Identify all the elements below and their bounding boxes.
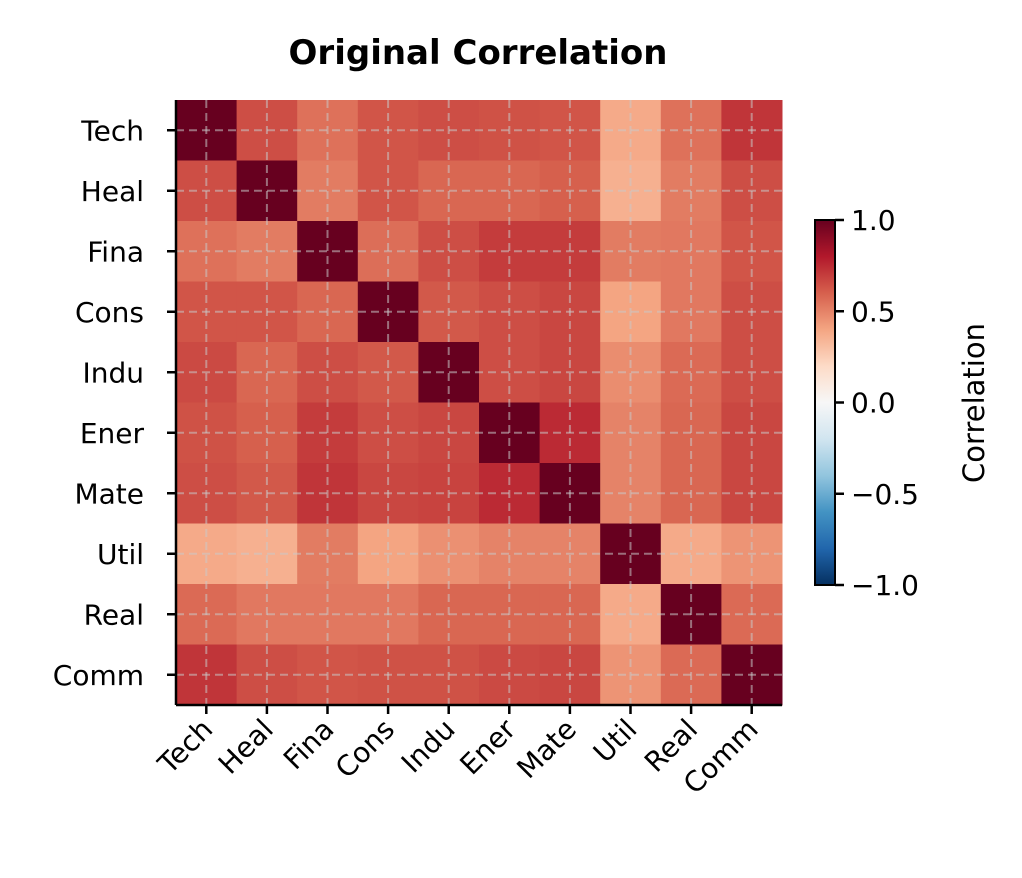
y-tick-label: Indu — [82, 356, 144, 389]
x-tick-label: Util — [587, 713, 644, 770]
x-tick-label: Fina — [277, 713, 340, 776]
colorbar: 1.0 0.5 0.0 −0.5 −1.0 — [814, 204, 919, 602]
colorbar-tick-label: 1.0 — [851, 204, 896, 237]
x-tick-label: Heal — [212, 713, 280, 781]
colorbar-tick-label: −1.0 — [851, 569, 919, 602]
grid-lines — [176, 100, 782, 705]
y-tick-label: Comm — [53, 659, 144, 692]
colorbar-tick-label: −0.5 — [851, 478, 919, 511]
x-tick-label: Cons — [329, 713, 401, 785]
x-tick-label: Tech — [151, 713, 219, 781]
y-tick-label: Ener — [80, 417, 145, 450]
x-tick-label: Ener — [454, 712, 523, 781]
y-tick-label: Util — [97, 538, 144, 571]
colorbar-tick-label: 0.0 — [851, 387, 896, 420]
colorbar-gradient — [814, 219, 836, 586]
colorbar-label: Correlation — [957, 323, 991, 483]
x-tick-label: Indu — [395, 713, 462, 780]
y-tick-label: Fina — [87, 235, 144, 268]
y-tick-label: Tech — [80, 114, 144, 147]
colorbar-tick-label: 0.5 — [851, 295, 896, 328]
y-tick-label: Heal — [81, 175, 144, 208]
y-tick-label: Mate — [74, 477, 144, 510]
y-tick-label: Cons — [75, 296, 144, 329]
chart-title: Original Correlation — [289, 33, 668, 73]
x-tick-label: Mate — [510, 713, 583, 786]
y-tick-label: Real — [84, 598, 144, 631]
